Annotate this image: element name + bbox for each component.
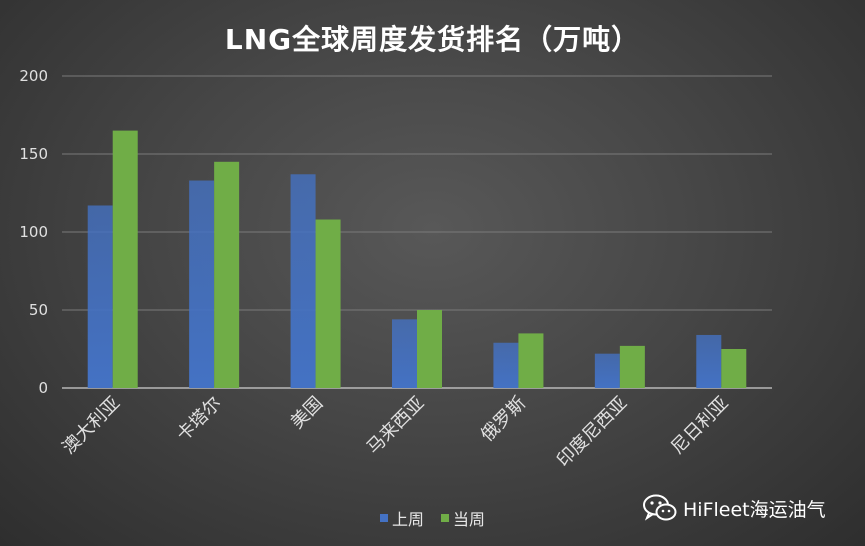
legend-item-this-week: 当周 (441, 506, 485, 530)
x-tick-label: 尼日利亚 (667, 393, 733, 459)
bar-last-week (189, 180, 215, 388)
x-tick-label: 俄罗斯 (477, 393, 530, 446)
bar-last-week (87, 205, 113, 388)
legend-label-this-week: 当周 (453, 510, 486, 529)
x-tick-label: 美国 (287, 393, 327, 433)
chart-title: LNG全球周度发货排名（万吨） (224, 23, 641, 56)
y-tick-label: 0 (38, 379, 48, 397)
legend-item-last-week: 上周 (379, 506, 424, 530)
x-tick-label: 马来西亚 (363, 393, 429, 459)
bar-this-week (518, 333, 544, 388)
bar-this-week (619, 345, 645, 388)
bar-last-week (493, 342, 519, 388)
x-tick-label: 印度尼西亚 (553, 393, 631, 471)
watermark-text: HiFleet海运油气 (683, 498, 826, 521)
bar-this-week (315, 219, 341, 388)
x-tick-label: 澳大利亚 (58, 393, 124, 459)
y-tick-labels: 0 50 100 150 200 (19, 67, 48, 397)
legend: 上周 当周 (0, 506, 865, 530)
bar-this-week (214, 161, 240, 388)
wechat-icon (643, 494, 677, 521)
bar-this-week (417, 310, 442, 388)
bar-last-week (290, 174, 316, 388)
legend-swatch-this-week (441, 514, 450, 522)
legend-label-last-week: 上周 (391, 510, 424, 529)
bar-this-week (112, 130, 138, 388)
watermark: HiFleet海运油气 (643, 494, 826, 522)
y-tick-label: 100 (19, 223, 48, 241)
x-tick-label: 卡塔尔 (173, 393, 226, 446)
bar-last-week (392, 319, 417, 388)
y-tick-label: 50 (29, 301, 48, 319)
bar-last-week (696, 334, 722, 388)
legend-swatch-last-week (379, 514, 388, 522)
bar-last-week (594, 353, 620, 388)
x-tick-labels: 澳大利亚 卡塔尔 美国 马来西亚 俄罗斯 印度尼西亚 尼日利亚 (58, 393, 732, 471)
y-tick-label: 150 (19, 145, 48, 163)
bar-this-week (721, 349, 747, 388)
y-tick-label: 200 (19, 67, 48, 85)
bars (87, 130, 747, 388)
